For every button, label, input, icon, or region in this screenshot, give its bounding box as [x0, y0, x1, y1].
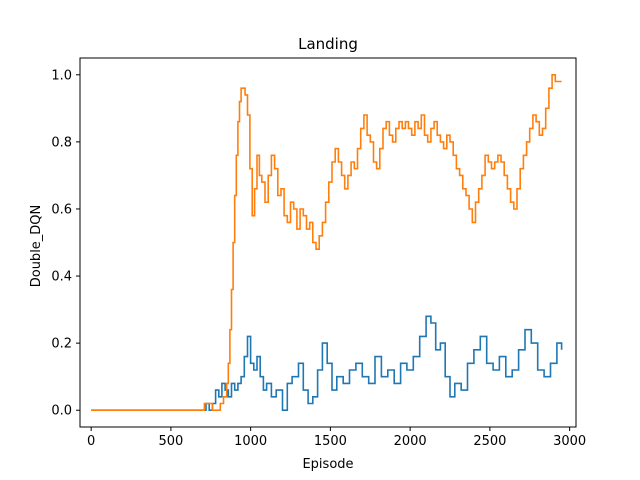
- series-line-2: [91, 74, 562, 412]
- axes: 0 500 1000 1500 2000 2500 3000 0.0 0.2 0.4 0.6 0.8 1…: [51, 57, 586, 449]
- x-tick-label: 0: [87, 434, 95, 449]
- y-tick-label: 0.0: [51, 404, 72, 419]
- x-tick-label: 2500: [473, 434, 506, 449]
- plot-area: [91, 74, 563, 412]
- axes-frame: [79, 57, 577, 428]
- x-tick-label: 1500: [314, 434, 347, 449]
- y-tick-label: 0.6: [51, 202, 72, 217]
- x-tick-label: 1000: [234, 434, 267, 449]
- y-tick-label: 0.2: [51, 337, 72, 352]
- chart-title: Landing: [298, 35, 358, 53]
- y-axis-title: Double_DQN: [29, 205, 44, 288]
- y-tick-label: 0.8: [51, 135, 72, 150]
- x-axis-title: Episode: [302, 457, 353, 472]
- x-tick-label: 2000: [394, 434, 427, 449]
- y-tick-label: 0.4: [51, 270, 72, 285]
- x-tick-label: 500: [158, 434, 183, 449]
- series-line-1: [91, 315, 563, 412]
- x-tick-label: 3000: [553, 434, 586, 449]
- y-tick-label: 1.0: [51, 68, 72, 83]
